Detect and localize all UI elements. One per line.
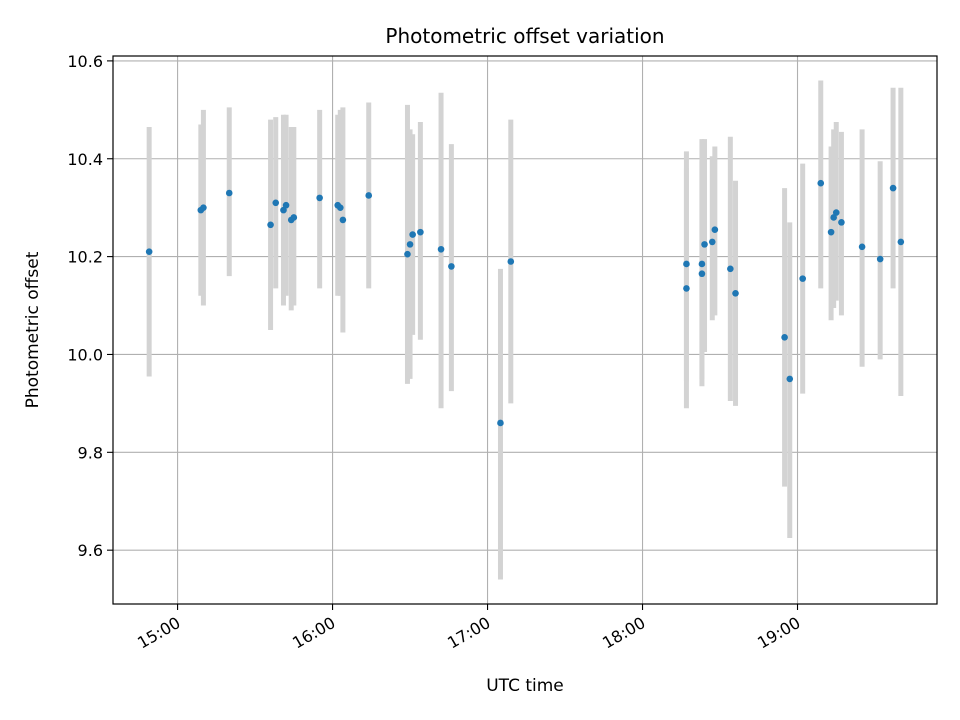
plot-frame — [112, 55, 938, 605]
data-point — [497, 419, 504, 427]
data-point — [897, 238, 905, 246]
data-point — [786, 375, 794, 383]
data-point — [339, 216, 347, 224]
data-point — [507, 258, 515, 265]
data-point — [448, 263, 455, 270]
data-point — [280, 206, 287, 214]
data-point — [365, 192, 373, 199]
x-axis-label: UTC time — [486, 676, 564, 696]
data-point — [732, 290, 739, 297]
data-point — [267, 221, 274, 229]
data-point — [889, 184, 897, 192]
y-tick-label: 10.0 — [67, 345, 103, 364]
data-point — [145, 248, 153, 256]
data-point — [830, 214, 837, 221]
data-point — [200, 204, 207, 211]
data-point — [337, 204, 344, 211]
data-point — [698, 260, 706, 268]
data-point — [708, 238, 716, 246]
data-point — [832, 209, 840, 216]
data-point — [876, 255, 884, 263]
data-point — [683, 285, 690, 292]
data-point — [272, 199, 280, 207]
data-point — [683, 260, 690, 268]
data-point — [817, 179, 825, 187]
data-point — [409, 231, 416, 238]
data-point — [781, 334, 788, 341]
y-tick-label: 10.2 — [67, 248, 103, 267]
y-tick-label: 10.4 — [67, 150, 103, 169]
y-axis-label: Photometric offset — [23, 251, 43, 408]
chart-title: Photometric offset variation — [385, 24, 664, 48]
data-point — [404, 250, 411, 258]
y-tick-label: 9.6 — [78, 541, 103, 560]
data-point — [701, 241, 708, 248]
data-point — [316, 194, 323, 202]
data-point — [290, 214, 298, 221]
data-point — [417, 228, 424, 236]
data-point — [838, 219, 845, 226]
data-point — [858, 243, 866, 251]
data-point — [799, 275, 806, 282]
data-point — [282, 201, 290, 209]
data-point — [727, 265, 734, 273]
data-point — [225, 189, 233, 197]
y-tick-label: 9.8 — [78, 443, 103, 462]
data-point — [437, 245, 445, 253]
grid — [113, 56, 937, 604]
y-tick-label: 10.6 — [67, 52, 103, 71]
data-point — [698, 270, 706, 278]
data-point — [711, 226, 719, 233]
data-point — [827, 228, 835, 236]
data-point — [406, 241, 414, 248]
data-points — [145, 179, 905, 427]
